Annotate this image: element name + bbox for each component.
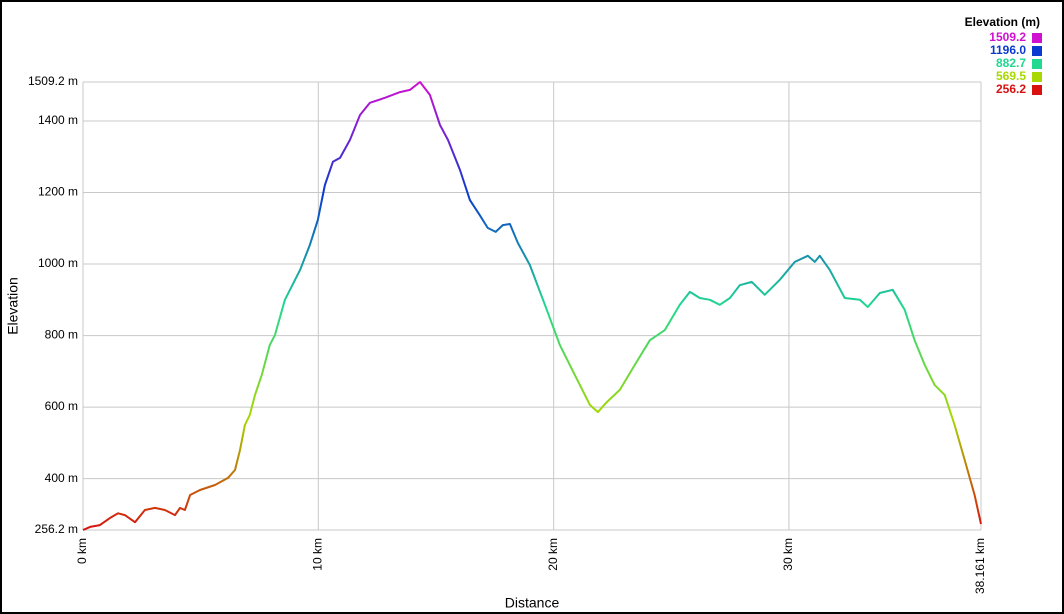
legend-swatch bbox=[1032, 85, 1042, 95]
y-tick-label: 1200 m bbox=[38, 185, 78, 199]
x-tick-label: 30 km bbox=[781, 538, 795, 571]
y-tick-label: 256.2 m bbox=[35, 522, 78, 536]
y-axis-title: Elevation bbox=[5, 277, 21, 335]
y-tick-label: 1000 m bbox=[38, 256, 78, 270]
elevation-line bbox=[82, 81, 982, 531]
x-tick-label: 0 km bbox=[75, 538, 89, 564]
x-tick-label: 38.161 km bbox=[973, 538, 987, 594]
x-axis-title: Distance bbox=[505, 595, 560, 611]
legend-label: 1196.0 bbox=[990, 43, 1026, 57]
legend-label: 1509.2 bbox=[989, 30, 1026, 44]
y-tick-label: 1509.2 m bbox=[28, 74, 78, 88]
legend-label: 882.7 bbox=[996, 56, 1026, 70]
legend-swatch bbox=[1032, 46, 1042, 56]
y-tick-label: 400 m bbox=[45, 471, 78, 485]
legend-title: Elevation (m) bbox=[965, 15, 1040, 29]
y-tick-label: 600 m bbox=[45, 399, 78, 413]
y-tick-label: 800 m bbox=[45, 328, 78, 342]
y-tick-label: 1400 m bbox=[38, 113, 78, 127]
legend-label: 569.5 bbox=[996, 69, 1026, 83]
x-tick-label: 20 km bbox=[546, 538, 560, 571]
legend-label: 256.2 bbox=[996, 82, 1026, 96]
legend-swatch bbox=[1032, 72, 1042, 82]
legend-swatch bbox=[1032, 59, 1042, 69]
legend-swatch bbox=[1032, 33, 1042, 43]
x-tick-label: 10 km bbox=[310, 538, 324, 571]
